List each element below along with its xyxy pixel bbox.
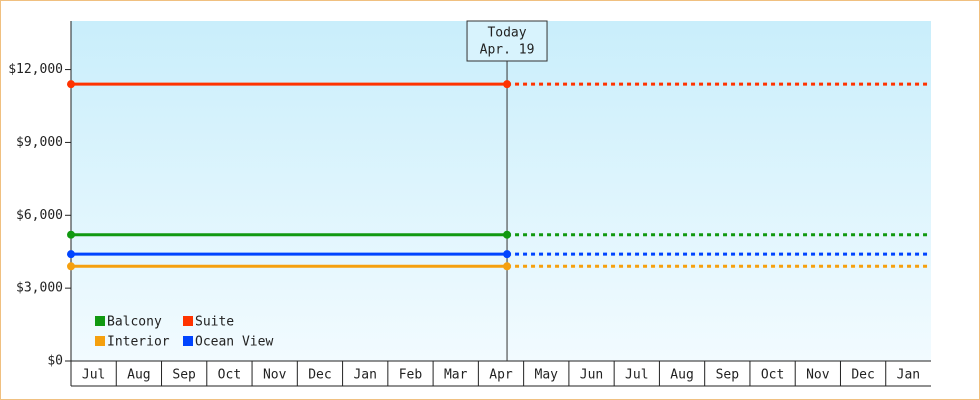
series-point [67,80,75,89]
legend-label: Balcony [107,315,162,330]
y-tick-label: $3,000 [16,281,63,296]
series-point [503,262,512,271]
x-tick-label: Oct [218,368,241,383]
legend-swatch [95,336,105,346]
y-tick-label: $0 [47,354,63,369]
series-point [503,80,512,89]
legend-label: Ocean View [195,335,273,350]
series-point [67,262,75,271]
legend-swatch [183,336,193,346]
series-point [67,230,75,239]
y-tick-label: $12,000 [8,62,63,77]
today-box [466,20,548,62]
x-tick-label: Apr [489,368,513,383]
y-tick-label: $6,000 [16,208,63,223]
x-tick-label: Jul [82,368,105,383]
series-point [503,230,512,239]
legend-swatch [95,316,105,326]
x-tick-label: Jan [353,368,376,383]
series-point [67,250,75,259]
x-tick-label: Jul [625,368,648,383]
x-tick-label: Aug [670,368,693,383]
x-tick-label: Mar [444,368,468,383]
series-point [503,250,512,259]
x-tick-label: Nov [263,368,287,383]
x-tick-label: Jan [897,368,920,383]
x-tick-label: Dec [851,368,874,383]
today-title: Today [487,26,526,41]
x-tick-label: May [535,368,559,383]
x-tick-label: Oct [761,368,784,383]
x-tick-label: Sep [716,368,740,383]
x-tick-label: Dec [308,368,331,383]
x-tick-label: Aug [127,368,150,383]
x-tick-label: Sep [172,368,196,383]
y-tick-label: $9,000 [16,135,63,150]
legend-label: Interior [107,335,170,350]
today-date: Apr. 19 [480,43,535,58]
legend-swatch [183,316,193,326]
x-tick-label: Nov [806,368,830,383]
legend-label: Suite [195,315,234,330]
x-tick-label: Feb [399,368,423,383]
plot-area [71,21,931,361]
x-tick-label: Jun [580,368,603,383]
